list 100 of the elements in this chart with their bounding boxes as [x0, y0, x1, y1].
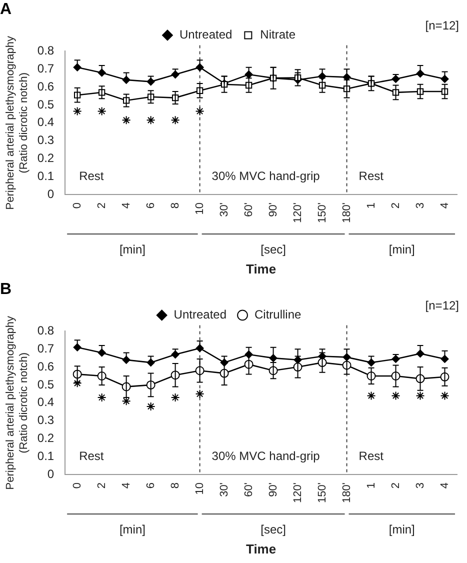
point: [170, 116, 180, 125]
point: [73, 343, 82, 352]
y-tick-label: 0.1: [37, 168, 54, 183]
legend-label: Untreated: [174, 308, 227, 322]
y-axis-title: Peripheral arterial plethysmography (Ratio dicrotic notch): [4, 36, 30, 210]
point: [122, 116, 131, 125]
y-tick-label: 0.7: [37, 61, 54, 76]
x-tick-label: 6: [144, 202, 157, 209]
annotation: Rest: [79, 168, 104, 183]
x-tick-label: 0: [71, 482, 84, 489]
annotation: 30% MVC hand-grip: [212, 448, 320, 463]
annotation: 30% MVC hand-grip: [212, 168, 320, 183]
x-tick-label: 120': [292, 482, 304, 503]
x-tick-label: 4: [438, 202, 451, 209]
annotation: Rest: [79, 448, 104, 463]
point: [416, 70, 424, 78]
point: [146, 116, 156, 125]
point: [440, 391, 450, 400]
text: [min]: [388, 242, 415, 256]
legend-label: Nitrate: [260, 28, 296, 42]
y-axis-title: Peripheral arterial plethysmography (Ratio dicrotic notch): [4, 316, 30, 490]
text: [n=12]: [425, 298, 459, 312]
x-tick-label: 180': [340, 482, 353, 503]
point: [97, 393, 106, 402]
x-tick-label: 3: [414, 202, 426, 209]
point: [416, 350, 424, 358]
y-tick-label: 0.5: [37, 377, 54, 392]
point: [146, 402, 156, 411]
y-tick-label: 0.3: [37, 133, 54, 148]
text: [min]: [119, 242, 146, 256]
x-tick-label: 30': [218, 202, 230, 217]
point: [73, 63, 82, 72]
text: [sec]: [260, 522, 286, 536]
x-tick-label: 0: [71, 202, 84, 209]
x-tick-label: 10: [194, 202, 206, 215]
legend-label: Untreated: [179, 28, 232, 42]
x-tick-label: 8: [169, 202, 182, 209]
y-tick-label: 0.5: [37, 97, 54, 112]
text: [n=12]: [425, 18, 459, 32]
x-tick-label: 180': [340, 202, 353, 223]
point: [196, 344, 204, 352]
y-tick-label: 0.1: [37, 448, 54, 463]
y-tick-label: 0.2: [37, 431, 54, 446]
point: [72, 378, 82, 388]
x-tick-label: 3: [414, 482, 426, 489]
point: [416, 391, 425, 400]
point: [98, 68, 106, 77]
x-axis-title: Time: [246, 542, 276, 557]
x-tick-label: 120': [292, 202, 304, 223]
point: [195, 389, 204, 398]
y-tick-label: 0.8: [37, 324, 54, 338]
x-tick-label: 2: [96, 202, 108, 209]
x-axis-title: Time: [246, 262, 276, 277]
text: [min]: [119, 522, 146, 536]
y-tick-label: 0.4: [37, 115, 54, 130]
point: [195, 106, 204, 116]
chart-title: A: [0, 1, 12, 18]
x-tick-label: 2: [390, 202, 402, 209]
x-tick-label: 1: [365, 482, 378, 489]
y-tick-label: 0.6: [37, 359, 54, 374]
x-tick-label: 30': [218, 482, 230, 497]
legend-label: Citrulline: [254, 308, 302, 322]
x-tick-label: 2: [390, 482, 402, 489]
x-tick-label: 4: [120, 202, 132, 209]
y-tick-label: 0.8: [37, 44, 54, 58]
point: [171, 70, 180, 78]
point: [97, 106, 106, 116]
x-tick-label: 150': [316, 202, 328, 223]
x-tick-label: 4: [438, 482, 451, 489]
x-tick-label: 60': [242, 482, 255, 497]
point: [366, 391, 376, 400]
y-tick-label: 0.4: [37, 395, 54, 410]
x-tick-label: 90': [267, 482, 280, 497]
point: [269, 354, 278, 362]
point: [98, 348, 106, 357]
point: [171, 350, 180, 358]
y-tick-label: 0.7: [37, 341, 54, 356]
y-tick-label: 0.2: [37, 151, 54, 166]
point: [196, 63, 204, 72]
point: [122, 356, 130, 364]
x-tick-label: 90': [267, 202, 280, 217]
x-tick-label: 6: [144, 482, 157, 489]
x-tick-label: 10: [194, 482, 206, 495]
text: [sec]: [260, 242, 286, 256]
point: [146, 78, 155, 86]
x-tick-label: 1: [365, 202, 378, 209]
text: [min]: [388, 522, 415, 536]
point: [72, 106, 82, 116]
y-tick-label: 0.3: [37, 413, 54, 428]
x-tick-label: 4: [120, 482, 132, 489]
annotation: Rest: [358, 448, 384, 463]
point: [170, 393, 180, 402]
y-tick-label: 0.6: [37, 79, 54, 94]
point: [391, 391, 400, 400]
x-tick-label: 150': [316, 482, 328, 503]
x-tick-label: 60': [242, 202, 255, 217]
point: [122, 76, 130, 84]
chart-title: B: [0, 281, 12, 298]
x-tick-label: 8: [169, 482, 182, 489]
x-tick-label: 2: [96, 482, 108, 489]
